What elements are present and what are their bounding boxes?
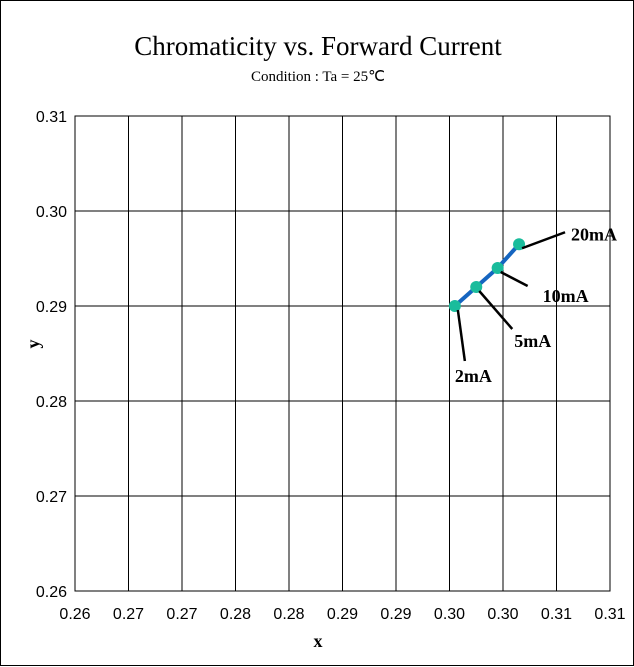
x-tick-label: 0.29	[380, 606, 411, 623]
x-tick-label: 0.30	[487, 606, 518, 623]
annotation-leader-line	[521, 231, 566, 250]
data-point-marker	[470, 281, 483, 293]
y-tick-label: 0.27	[36, 489, 67, 506]
data-point-marker	[491, 262, 504, 274]
x-tick-label: 0.30	[434, 606, 465, 623]
grid-lines	[75, 116, 610, 591]
y-tick-label: 0.29	[36, 299, 67, 316]
point-label: 2mA	[455, 366, 492, 386]
data-series	[448, 238, 526, 312]
chart-subtitle: Condition : Ta = 25℃	[251, 69, 385, 85]
data-point-marker	[448, 300, 461, 312]
point-label: 20mA	[571, 224, 617, 244]
point-label: 5mA	[514, 331, 551, 351]
chart-title: Chromaticity vs. Forward Current	[134, 31, 502, 61]
x-tick-label: 0.28	[220, 606, 251, 623]
annotation-leader-line	[456, 309, 467, 362]
x-tick-labels: 0.26 0.27 0.27 0.28 0.28 0.29 0.29 0.30 0.30 0.31…	[59, 606, 625, 623]
annotation-leader-line	[500, 270, 529, 288]
y-tick-labels: 0.26 0.27 0.28 0.29 0.30 0.31	[36, 109, 67, 601]
x-tick-label: 0.28	[273, 606, 304, 623]
x-tick-label: 0.31	[541, 606, 572, 623]
x-tick-label: 0.26	[59, 606, 90, 623]
x-tick-label: 0.27	[113, 606, 144, 623]
series-line	[452, 242, 522, 308]
annotation-leader-line	[478, 290, 514, 330]
y-tick-label: 0.30	[36, 204, 67, 221]
y-tick-label: 0.31	[36, 109, 67, 126]
y-axis-label: y	[23, 340, 43, 349]
x-tick-label: 0.31	[594, 606, 625, 623]
y-tick-label: 0.26	[36, 584, 67, 601]
x-tick-label: 0.29	[327, 606, 358, 623]
x-tick-label: 0.27	[166, 606, 197, 623]
point-annotations: 2mA 5mA 10mA 20mA	[455, 224, 617, 386]
y-tick-label: 0.28	[36, 394, 67, 411]
x-axis-label: x	[314, 631, 323, 651]
point-label: 10mA	[543, 286, 589, 306]
